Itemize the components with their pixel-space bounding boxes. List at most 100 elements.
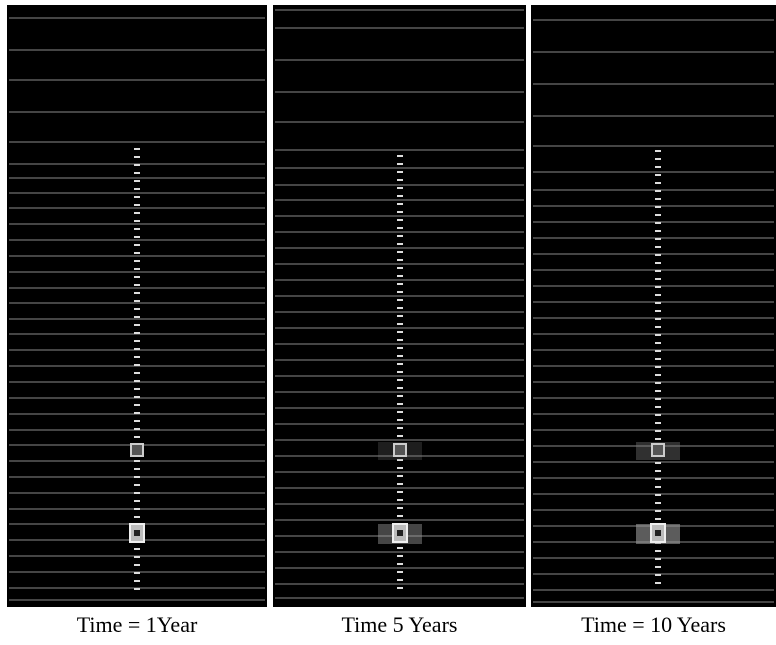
caption: Time = 1Year — [76, 612, 198, 637]
center-dash — [655, 462, 661, 464]
center-dash — [397, 187, 403, 189]
center-dash — [397, 163, 403, 165]
center-dash — [655, 478, 661, 480]
center-dash — [134, 276, 140, 278]
center-dash — [655, 214, 661, 216]
center-dash — [134, 300, 140, 302]
source-box — [651, 443, 665, 457]
center-dash — [397, 171, 403, 173]
center-dash — [134, 436, 140, 438]
center-dash — [397, 547, 403, 549]
center-dash — [655, 358, 661, 360]
center-dash — [655, 158, 661, 160]
center-dash — [397, 235, 403, 237]
center-dash — [655, 574, 661, 576]
center-dash — [397, 347, 403, 349]
center-dash — [134, 236, 140, 238]
center-dash — [397, 315, 403, 317]
center-dash — [397, 403, 403, 405]
center-dash — [397, 499, 403, 501]
center-dash — [397, 427, 403, 429]
center-dash — [397, 379, 403, 381]
center-dash — [397, 299, 403, 301]
center-dash — [134, 284, 140, 286]
center-dash — [397, 203, 403, 205]
center-dash — [655, 366, 661, 368]
center-dash — [134, 148, 140, 150]
center-dash — [655, 342, 661, 344]
center-dash — [134, 412, 140, 414]
center-dash — [655, 222, 661, 224]
center-dash — [134, 260, 140, 262]
center-dash — [655, 502, 661, 504]
center-dash — [397, 563, 403, 565]
center-dash — [655, 166, 661, 168]
center-dash — [134, 332, 140, 334]
center-dash — [134, 324, 140, 326]
center-dash — [655, 270, 661, 272]
center-dash — [134, 404, 140, 406]
center-dash — [134, 364, 140, 366]
panels — [7, 5, 776, 607]
center-dash — [134, 476, 140, 478]
center-dash — [134, 180, 140, 182]
center-dash — [134, 220, 140, 222]
center-dash — [655, 238, 661, 240]
center-dash — [134, 308, 140, 310]
center-dash — [134, 212, 140, 214]
center-dash — [655, 174, 661, 176]
center-dash — [655, 558, 661, 560]
center-dash — [134, 388, 140, 390]
center-dash — [655, 438, 661, 440]
center-dash — [397, 483, 403, 485]
center-dash — [397, 579, 403, 581]
center-dash — [397, 243, 403, 245]
center-dash — [134, 420, 140, 422]
source-core — [655, 530, 661, 536]
center-dash — [655, 430, 661, 432]
center-dash — [397, 251, 403, 253]
center-dash — [134, 516, 140, 518]
center-dash — [655, 374, 661, 376]
center-dash — [397, 411, 403, 413]
center-dash — [134, 428, 140, 430]
center-dash — [397, 283, 403, 285]
center-dash — [655, 382, 661, 384]
center-dash — [655, 190, 661, 192]
center-dash — [134, 172, 140, 174]
center-dash — [655, 302, 661, 304]
center-dash — [397, 339, 403, 341]
center-dash — [397, 571, 403, 573]
center-dash — [397, 363, 403, 365]
center-dash — [655, 262, 661, 264]
center-dash — [134, 572, 140, 574]
center-dash — [655, 334, 661, 336]
caption: Time 5 Years — [341, 612, 458, 637]
center-dash — [134, 548, 140, 550]
center-dash — [134, 396, 140, 398]
center-dash — [655, 294, 661, 296]
center-dash — [655, 422, 661, 424]
center-dash — [397, 515, 403, 517]
center-dash — [134, 252, 140, 254]
center-dash — [397, 195, 403, 197]
center-dash — [655, 278, 661, 280]
center-dash — [397, 475, 403, 477]
center-dash — [134, 580, 140, 582]
center-dash — [134, 380, 140, 382]
center-dash — [397, 211, 403, 213]
center-dash — [655, 414, 661, 416]
center-dash — [655, 230, 661, 232]
center-dash — [655, 390, 661, 392]
center-dash — [134, 460, 140, 462]
center-dash — [655, 494, 661, 496]
center-dash — [134, 484, 140, 486]
center-dash — [655, 318, 661, 320]
center-dash — [397, 227, 403, 229]
center-dash — [397, 459, 403, 461]
panel-background — [531, 5, 776, 607]
center-dash — [397, 395, 403, 397]
center-dash — [134, 500, 140, 502]
center-dash — [134, 244, 140, 246]
center-dash — [134, 188, 140, 190]
